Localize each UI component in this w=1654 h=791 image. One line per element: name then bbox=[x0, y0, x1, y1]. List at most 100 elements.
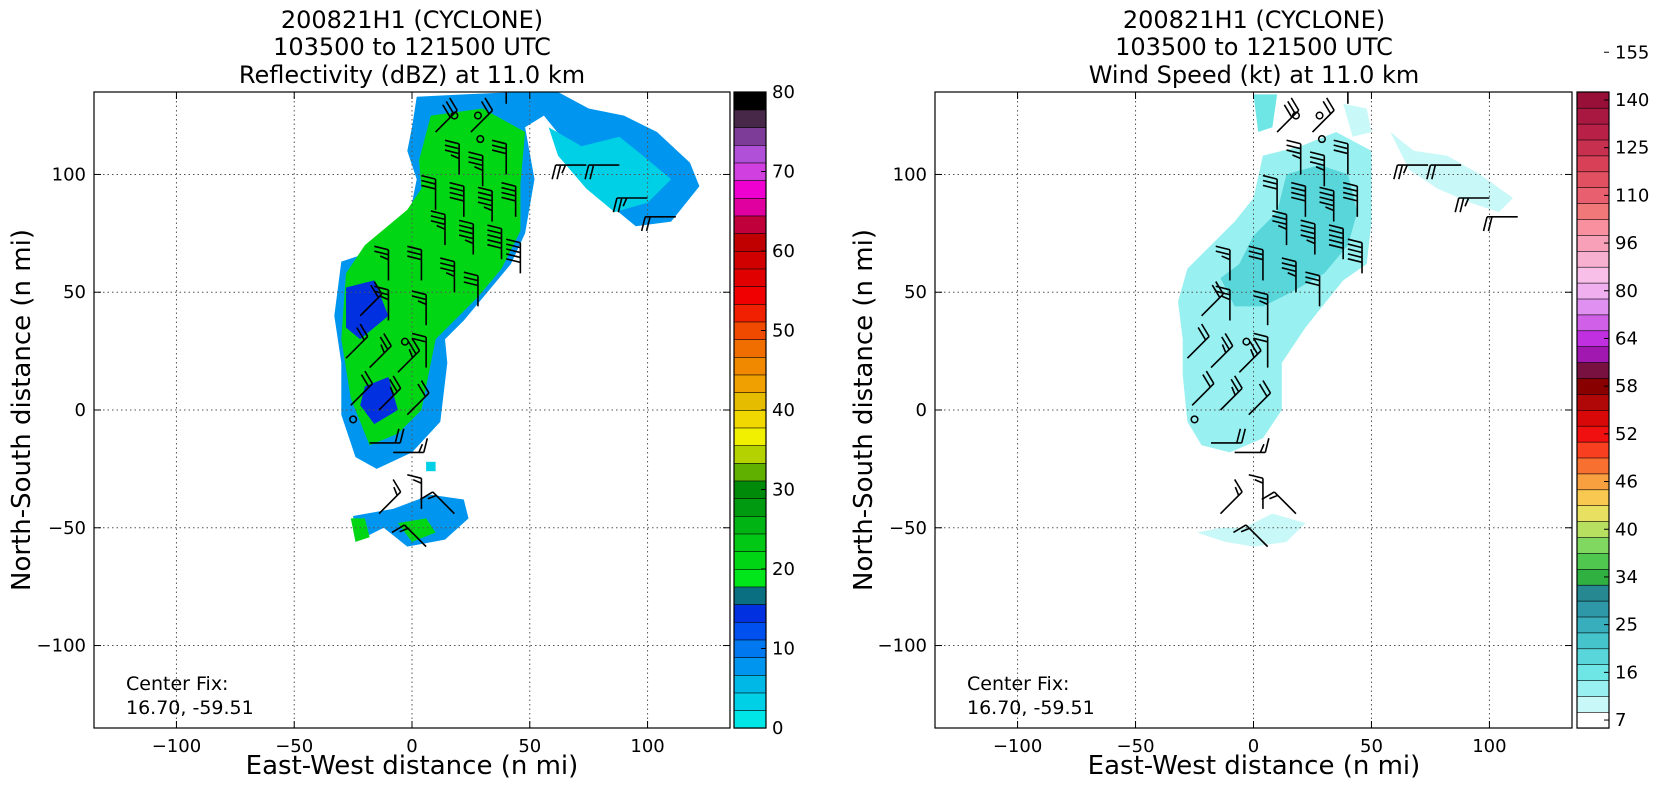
wind-barb bbox=[374, 245, 390, 281]
field-region bbox=[397, 518, 436, 542]
y-axis-label: North-South distance (n mi) bbox=[849, 229, 879, 591]
calm-marker bbox=[400, 337, 409, 346]
wind-barb bbox=[1210, 332, 1234, 369]
wind-barb bbox=[374, 285, 390, 321]
colorbar-label: 110 bbox=[1615, 185, 1649, 206]
wind-barb bbox=[1219, 375, 1243, 411]
wind-speed-panel: 200821H1 (CYCLONE) 103500 to 121500 UTC … bbox=[849, 6, 1649, 781]
wind-barb bbox=[430, 210, 446, 246]
colorbar-segment bbox=[1576, 648, 1610, 666]
colorbar-segment bbox=[733, 604, 767, 623]
colorbar-segment bbox=[1576, 314, 1610, 332]
y-tick-label: −50 bbox=[889, 518, 927, 539]
wind-barb bbox=[501, 181, 517, 217]
wind-barb bbox=[1347, 238, 1363, 274]
wind-barb bbox=[1253, 290, 1269, 326]
colorbar-segment bbox=[1576, 409, 1610, 427]
wind-barb bbox=[449, 181, 465, 217]
wind-barb bbox=[411, 332, 427, 368]
wind-barb bbox=[1186, 323, 1210, 359]
colorbar-label: 34 bbox=[1615, 567, 1638, 588]
colorbar-label: 10 bbox=[772, 639, 795, 660]
wind-barb bbox=[1233, 524, 1269, 548]
colorbar-segment bbox=[733, 180, 767, 199]
colorbar-segment bbox=[733, 427, 767, 446]
y-tick-label: −50 bbox=[48, 518, 86, 539]
center-fix-label: Center Fix: bbox=[126, 673, 228, 695]
wind-barb bbox=[640, 216, 676, 232]
colorbar-segment bbox=[1576, 203, 1610, 220]
wind-barb bbox=[487, 224, 503, 260]
x-tick-label: 0 bbox=[406, 736, 417, 757]
wind-barb bbox=[1309, 151, 1326, 187]
colorbar-segment bbox=[1576, 123, 1610, 141]
colorbar-segment bbox=[733, 127, 767, 146]
wind-barb bbox=[407, 474, 423, 509]
wind-barb bbox=[1219, 479, 1243, 515]
wind-barb bbox=[1262, 174, 1278, 210]
y-axis-label: North-South distance (n mi) bbox=[7, 229, 37, 591]
colorbar-segment bbox=[733, 233, 767, 252]
calm-marker bbox=[1242, 337, 1251, 346]
colorbar-segment bbox=[1576, 489, 1610, 507]
field-region bbox=[548, 127, 672, 213]
colorbar-segment bbox=[733, 462, 767, 482]
colorbar-label: 20 bbox=[772, 559, 795, 580]
wind-barb bbox=[1291, 181, 1307, 217]
wind-barb bbox=[1393, 164, 1429, 180]
colorbar-segment bbox=[733, 621, 767, 641]
x-tick-label: 0 bbox=[1248, 736, 1259, 757]
colorbar-segment bbox=[1576, 346, 1610, 363]
wind-barb bbox=[612, 197, 648, 213]
field-region bbox=[1390, 132, 1513, 213]
wind-barb bbox=[1234, 438, 1270, 454]
colorbar-segment bbox=[733, 392, 767, 411]
wind-barb bbox=[1248, 245, 1264, 281]
axis-ticks: −100 −50 0 50 100 −100 −50 0 50 100 bbox=[878, 92, 1572, 757]
wind-barb bbox=[1347, 92, 1349, 104]
colorbar-segment bbox=[733, 356, 767, 376]
calm-marker bbox=[450, 111, 459, 120]
colorbar-label: 60 bbox=[772, 241, 795, 262]
field-region bbox=[360, 377, 398, 425]
x-tick-label: 100 bbox=[630, 736, 664, 757]
colorbar-segment bbox=[1576, 600, 1610, 618]
wind-barb bbox=[1482, 216, 1518, 232]
colorbar-segment bbox=[733, 374, 767, 393]
wind-barb bbox=[1211, 428, 1247, 444]
colorbar-label: 64 bbox=[1615, 328, 1638, 349]
x-tick-label: −50 bbox=[275, 736, 313, 757]
wind-barb bbox=[407, 245, 423, 281]
panel-title-line-3: Wind Speed (kt) at 11.0 km bbox=[1089, 61, 1420, 89]
colorbar-segment bbox=[733, 515, 767, 535]
calm-marker bbox=[476, 135, 485, 144]
center-fix-value: 16.70, -59.51 bbox=[126, 697, 254, 719]
wind-barb bbox=[1328, 224, 1344, 260]
wind-barb bbox=[419, 491, 455, 515]
wind-barb bbox=[1261, 491, 1297, 515]
field-region bbox=[350, 518, 370, 542]
wind-barb bbox=[1426, 164, 1462, 180]
panel-title-line-1: 200821H1 (CYCLONE) bbox=[281, 6, 543, 34]
x-tick-label: 50 bbox=[518, 736, 541, 757]
colorbar-segment bbox=[1576, 505, 1610, 522]
calm-marker bbox=[1190, 415, 1199, 424]
colorbar-segment bbox=[1576, 250, 1610, 268]
y-tick-label: −100 bbox=[37, 636, 86, 657]
colorbar-label: 46 bbox=[1615, 472, 1638, 493]
wind-barb bbox=[397, 337, 421, 373]
center-fix-label: Center Fix: bbox=[967, 673, 1069, 695]
calm-marker bbox=[1315, 111, 1324, 120]
wind-barb bbox=[463, 271, 479, 307]
field-region bbox=[1253, 94, 1278, 132]
center-fix-value: 16.70, -59.51 bbox=[967, 697, 1095, 719]
colorbar-label: 40 bbox=[1615, 519, 1638, 540]
wind-barb bbox=[393, 438, 429, 454]
calm-marker bbox=[349, 415, 358, 424]
wind-barb bbox=[491, 139, 508, 175]
colorbar-segment bbox=[733, 109, 767, 128]
colorbar-segment bbox=[1576, 171, 1610, 189]
colorbar-segment bbox=[733, 657, 767, 676]
panel-title-line-2: 103500 to 121500 UTC bbox=[273, 33, 551, 61]
